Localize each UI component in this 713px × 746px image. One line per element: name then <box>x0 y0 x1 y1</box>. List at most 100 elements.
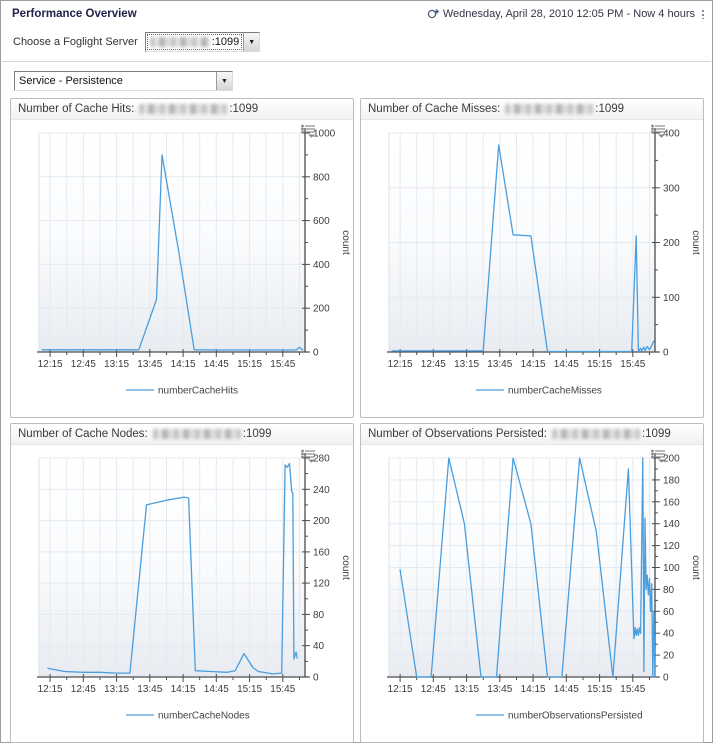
panel-cache-hits: Number of Cache Hits::1099 12:15 12:45 13:… <box>10 98 354 418</box>
line-chart-cache-nodes: 12:15 12:45 13:15 13:45 14:15 14:45 15:15 15:45… <box>37 453 351 722</box>
svg-text:800: 800 <box>313 172 330 183</box>
chart-options-icon[interactable] <box>651 449 666 463</box>
line-chart-cache-hits: 12:15 12:45 13:15 13:45 14:15 14:45 15:15 15:45… <box>37 128 351 397</box>
header: Performance Overview Wednesday, April 28… <box>1 1 712 20</box>
redacted-server-name <box>149 37 210 47</box>
legend-label: numberCacheMisses <box>508 386 602 397</box>
svg-text:12:45: 12:45 <box>421 359 446 370</box>
server-combobox-dropdown-button[interactable]: ▼ <box>243 33 260 51</box>
svg-text:14:15: 14:15 <box>171 684 196 695</box>
series-line <box>41 154 304 351</box>
svg-text:12:15: 12:15 <box>38 359 63 370</box>
panel-observations-persisted: Number of Observations Persisted::1099 1… <box>360 423 704 743</box>
svg-text:160: 160 <box>663 497 680 508</box>
svg-text:12:45: 12:45 <box>71 359 96 370</box>
svg-text:200: 200 <box>663 454 680 465</box>
panel-cache-misses: Number of Cache Misses::1099 12:15 12:45 1… <box>360 98 704 418</box>
svg-text:14:45: 14:45 <box>204 684 229 695</box>
panel-cache-nodes: Number of Cache Nodes::1099 12:15 12:45 13… <box>10 423 354 743</box>
legend: numberCacheMisses <box>476 386 602 397</box>
svg-text:13:45: 13:45 <box>487 684 512 695</box>
svg-text:12:45: 12:45 <box>421 684 446 695</box>
svg-text:14:15: 14:15 <box>521 684 546 695</box>
svg-text:14:45: 14:45 <box>204 359 229 370</box>
gridlines <box>39 132 305 352</box>
service-combobox-value[interactable]: Service - Persistence <box>15 72 216 90</box>
legend: numberObservationsPersisted <box>476 711 643 722</box>
chart-options-icon[interactable] <box>301 449 316 463</box>
svg-text:15:45: 15:45 <box>270 684 295 695</box>
line-chart-cache-misses: 12:15 12:45 13:15 13:45 14:15 14:45 15:15 15:45… <box>387 128 701 397</box>
svg-text:0: 0 <box>313 673 319 684</box>
server-selector-label: Choose a Foglight Server <box>13 36 138 48</box>
svg-text:15:45: 15:45 <box>620 684 645 695</box>
axes <box>37 453 309 678</box>
svg-text:0: 0 <box>663 348 669 359</box>
svg-text:14:45: 14:45 <box>554 359 579 370</box>
gridlines <box>39 457 305 677</box>
time-range-handle <box>702 9 704 19</box>
series-line <box>391 144 655 353</box>
chart-options-icon[interactable] <box>651 124 666 138</box>
svg-text:160: 160 <box>313 547 330 558</box>
server-selector-row: Choose a Foglight Server :1099 ▼ <box>1 20 712 61</box>
svg-text:200: 200 <box>663 238 680 249</box>
svg-text:12:45: 12:45 <box>71 684 96 695</box>
server-combobox-value[interactable]: :1099 <box>145 33 244 51</box>
svg-text:400: 400 <box>663 129 680 140</box>
svg-text:12:15: 12:15 <box>388 359 413 370</box>
service-combobox[interactable]: Service - Persistence ▼ <box>14 71 233 91</box>
svg-text:600: 600 <box>313 216 330 227</box>
chart-options-icon[interactable] <box>301 124 316 138</box>
svg-text:13:15: 13:15 <box>104 684 129 695</box>
svg-text:13:45: 13:45 <box>137 684 162 695</box>
y-axis-title: count <box>340 555 351 580</box>
gridlines <box>389 457 655 677</box>
legend-label: numberCacheHits <box>158 386 238 397</box>
svg-text:240: 240 <box>313 485 330 496</box>
svg-text:15:45: 15:45 <box>620 359 645 370</box>
panel-title: Number of Cache Misses::1099 <box>361 99 703 120</box>
y-axis-title: count <box>340 230 351 255</box>
tick-marks <box>49 457 310 682</box>
svg-text:0: 0 <box>663 673 669 684</box>
svg-text:13:45: 13:45 <box>487 359 512 370</box>
server-combobox[interactable]: :1099 ▼ <box>144 32 261 52</box>
plot-background <box>38 457 306 678</box>
svg-text:40: 40 <box>663 629 675 640</box>
panel-title: Number of Cache Hits::1099 <box>11 99 353 120</box>
svg-text:80: 80 <box>313 610 325 621</box>
line-chart-observations-persisted: 12:15 12:45 13:15 13:45 14:15 14:45 15:15 15:45… <box>387 453 701 722</box>
service-combobox-dropdown-button[interactable]: ▼ <box>216 72 232 90</box>
svg-text:140: 140 <box>663 519 680 530</box>
svg-text:1000: 1000 <box>313 129 336 140</box>
svg-text:15:15: 15:15 <box>587 359 612 370</box>
redacted-host-name <box>139 103 228 114</box>
legend: numberCacheNodes <box>126 711 250 722</box>
chart-area: 12:15 12:45 13:15 13:45 14:15 14:45 15:15 15:45… <box>11 120 353 421</box>
svg-text:12:15: 12:15 <box>38 684 63 695</box>
svg-text:80: 80 <box>663 585 675 596</box>
svg-text:15:15: 15:15 <box>237 359 262 370</box>
svg-text:300: 300 <box>663 183 680 194</box>
svg-text:200: 200 <box>313 304 330 315</box>
svg-text:200: 200 <box>313 516 330 527</box>
svg-text:13:15: 13:15 <box>454 359 479 370</box>
chart-area: 12:15 12:45 13:15 13:45 14:15 14:45 15:15 15:45… <box>361 120 703 421</box>
time-range-selector[interactable]: Wednesday, April 28, 2010 12:05 PM - Now… <box>427 8 704 20</box>
svg-text:13:45: 13:45 <box>137 359 162 370</box>
tick-labels: 12:15 12:45 13:15 13:45 14:15 14:45 15:15 15:45… <box>38 129 336 371</box>
svg-text:15:45: 15:45 <box>270 359 295 370</box>
redacted-host-name <box>551 428 640 439</box>
tick-labels: 12:15 12:45 13:15 13:45 14:15 14:45 15:15 15:45… <box>388 454 681 696</box>
plot-background <box>38 132 306 353</box>
redacted-host-name <box>152 428 241 439</box>
time-range-icon <box>427 9 439 19</box>
axes <box>37 128 309 353</box>
svg-text:14:15: 14:15 <box>171 359 196 370</box>
svg-text:13:15: 13:15 <box>104 359 129 370</box>
panel-title: Number of Cache Nodes::1099 <box>11 424 353 445</box>
svg-text:15:15: 15:15 <box>237 684 262 695</box>
svg-text:15:15: 15:15 <box>587 684 612 695</box>
